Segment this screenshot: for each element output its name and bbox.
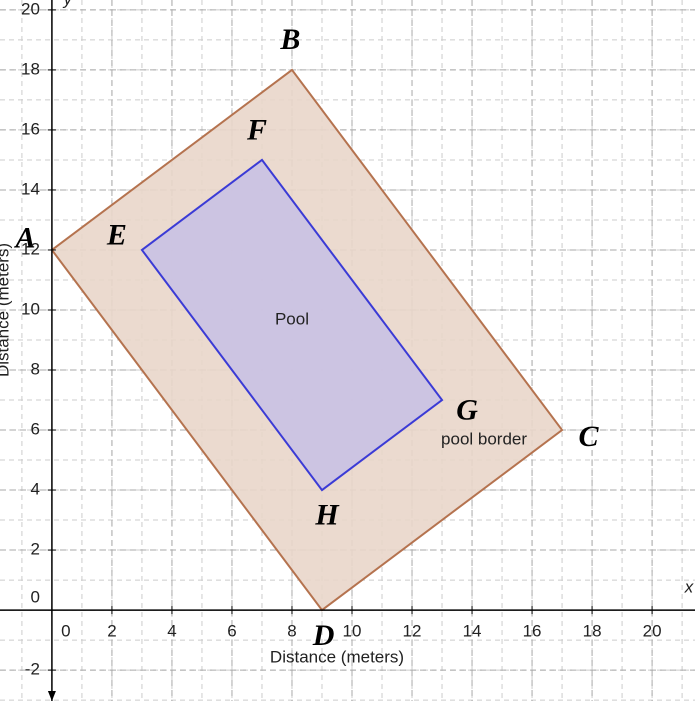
x-tick-label: 12: [403, 622, 422, 641]
y-tick-label: 4: [30, 480, 39, 499]
y-tick-label: 20: [21, 0, 40, 18]
point-label: B: [279, 23, 300, 56]
x-axis-name: x: [684, 578, 694, 597]
point-label: H: [314, 498, 340, 531]
y-tick-label: 8: [30, 359, 39, 378]
x-tick-label: 6: [227, 622, 236, 641]
x-tick-label: 20: [643, 622, 662, 641]
y-axis-name: y: [63, 0, 74, 8]
x-tick-label: 10: [343, 622, 362, 641]
x-tick-label: 4: [167, 622, 176, 641]
point-label: C: [578, 420, 599, 453]
y-tick-label: 18: [21, 59, 40, 78]
point-label: A: [14, 222, 36, 255]
y-tick-label: 6: [30, 420, 39, 439]
y-tick-label: 12: [21, 239, 40, 258]
y-tick-label: 0: [30, 588, 39, 607]
y-axis-arrow: [47, 691, 56, 701]
point-label: G: [456, 393, 478, 426]
point-label: D: [312, 619, 335, 652]
region-label: pool border: [441, 430, 527, 449]
point-label: E: [106, 218, 127, 251]
x-tick-label: 0: [61, 622, 70, 641]
region: [140, 158, 444, 492]
y-tick-label: 10: [21, 299, 40, 318]
region-label: Pool: [275, 309, 309, 328]
point-label: F: [246, 113, 267, 146]
y-tick-label: 16: [21, 119, 40, 138]
y-tick-label: 14: [21, 179, 40, 198]
x-tick-label: 18: [583, 622, 602, 641]
x-tick-label: 16: [523, 622, 542, 641]
y-tick-label: -2: [25, 660, 40, 679]
y-tick-label: 2: [30, 540, 39, 559]
x-tick-label: 14: [463, 622, 482, 641]
x-axis-label: Distance (meters): [270, 648, 404, 667]
y-axis-label: Distance (meters): [0, 243, 12, 377]
x-tick-label: 8: [287, 622, 296, 641]
x-tick-label: 2: [107, 622, 116, 641]
